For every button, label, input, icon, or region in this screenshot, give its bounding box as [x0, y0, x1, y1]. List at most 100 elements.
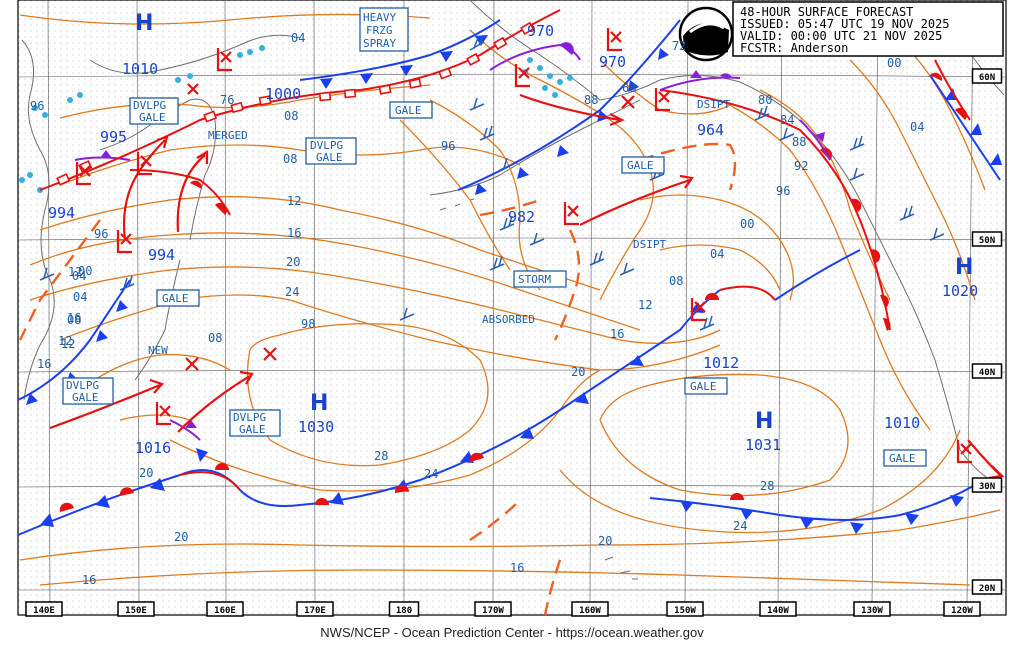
latitude-label-box — [971, 363, 1003, 379]
occluded-fronts — [74, 43, 831, 441]
high-symbol: H — [310, 391, 328, 416]
heavy-frzg-spray-label: HEAVY — [363, 11, 396, 24]
gale-label: GALE — [690, 380, 717, 393]
header-block: 48-HOUR SURFACE FORECAST ISSUED: 05:47 U… — [732, 1, 1004, 57]
high-pressure: 1020 — [942, 282, 978, 300]
isobar-label: 72 — [672, 39, 686, 53]
isobar-label: 16 — [82, 573, 96, 587]
longitude-label: 140W — [767, 606, 789, 616]
longitude-labels: 140E 150E 160E 170E 180 170W 160W 150W 140W 130W 1… — [25, 601, 981, 617]
gale-label: GALE — [889, 452, 916, 465]
heavy-frzg-spray-label: FRZG — [366, 24, 393, 37]
high-symbol: H — [135, 11, 153, 36]
isobar-label: 96 — [441, 139, 455, 153]
issued-time: ISSUED: 05:47 UTC 19 NOV 2025 — [740, 17, 950, 31]
latitude-label: 40N — [979, 368, 995, 378]
isobar-label: 00 — [887, 56, 901, 70]
isobar-label: 12 — [58, 334, 72, 348]
warning-box-text: HEAVY FRZG SPRAY DVLPG GALE DVLPG GALE D… — [66, 11, 916, 465]
merged-note: MERGED — [208, 129, 248, 142]
dsipt-note: DSIPT — [633, 238, 666, 251]
isobar-label: 24 — [285, 285, 299, 299]
dvlpg-gale-label: GALE — [316, 151, 343, 164]
isobar-label: 96 — [776, 184, 790, 198]
map-frame — [17, 0, 1007, 616]
storm-label: STORM — [518, 273, 551, 286]
gale-label: GALE — [395, 104, 422, 117]
longitude-label: 160W — [579, 606, 601, 616]
latitude-labels: 60N 50N 40N 30N 20N — [971, 68, 1003, 595]
footer-credit: NWS/NCEP - Ocean Prediction Center - htt… — [320, 625, 704, 640]
dvlpg-gale-label: GALE — [239, 423, 266, 436]
latitude-label-box — [971, 68, 1003, 84]
wind-barbs — [39, 34, 945, 331]
isobar-label: 00 — [78, 264, 92, 278]
low-pressures: 995 994 994 1000 970 970 964 982 1016 10… — [48, 22, 920, 457]
absorbed-note: ABSORBED — [482, 313, 535, 326]
isobar-label: 28 — [760, 479, 774, 493]
warm-front-bumps — [59, 72, 968, 512]
isobar-label: 08 — [67, 313, 81, 327]
movement-arrows — [49, 93, 1005, 480]
isobars — [19, 13, 1001, 586]
isobar-label: 08 — [669, 274, 683, 288]
annotations: MERGED DSIPT DSIPT NEW ABSORBED — [148, 98, 730, 357]
warning-boxes — [62, 7, 927, 467]
freezing-spray-boundary — [39, 9, 561, 191]
isobar-label: 16 — [510, 561, 524, 575]
longitude-label: 160E — [214, 606, 236, 616]
cold-fronts — [17, 19, 1001, 536]
low-pressure: 1010 — [884, 414, 920, 432]
isobar-label: 16 — [610, 327, 624, 341]
longitude-label: 140E — [33, 606, 55, 616]
longitude-label-box — [759, 601, 797, 617]
valid-time: VALID: 00:00 UTC 21 NOV 2025 — [740, 29, 942, 43]
longitude-label: 150E — [125, 606, 147, 616]
isobar-label: 04 — [291, 31, 305, 45]
map-background — [18, 0, 1006, 615]
high-pressure: 1010 — [122, 60, 158, 78]
longitude-label-box — [25, 601, 63, 617]
latitude-label: 30N — [979, 482, 995, 492]
isobar-label: 12 — [638, 298, 652, 312]
new-note: NEW — [148, 344, 168, 357]
low-pressure: 964 — [697, 121, 724, 139]
isobar-label: 08 — [284, 109, 298, 123]
isobar-label: 20 — [598, 534, 612, 548]
longitude-label-box — [474, 601, 512, 617]
isobar-label: 20 — [139, 466, 153, 480]
latitude-label: 20N — [979, 584, 995, 594]
isobar-label: 04 — [910, 120, 924, 134]
isobar-label: 12 — [287, 194, 301, 208]
high-symbol: H — [955, 255, 973, 280]
noaa-logo — [678, 6, 734, 62]
isobar-label: 16 — [37, 357, 51, 371]
isobar-label: 16 — [287, 226, 301, 240]
isobar-label: 68 — [622, 81, 636, 95]
high-pressure: 1030 — [298, 418, 334, 436]
latitude-label-box — [971, 579, 1003, 595]
low-centers — [75, 28, 972, 464]
isobar-label: 28 — [374, 449, 388, 463]
isobar-label: 08 — [208, 331, 222, 345]
dsipt-note: DSIPT — [697, 98, 730, 111]
high-symbol: H — [755, 409, 773, 434]
dvlpg-gale-label: GALE — [72, 391, 99, 404]
high-centers: H 1010 H 1030 H 1031 H 1020 — [122, 11, 978, 454]
occluded-front-marks — [100, 42, 825, 428]
longitude-label: 180 — [396, 606, 412, 616]
low-pressure: 994 — [48, 204, 75, 222]
dvlpg-gale-label: DVLPG — [310, 139, 343, 152]
dvlpg-gale-label: DVLPG — [66, 379, 99, 392]
dvlpg-gale-label: GALE — [139, 111, 166, 124]
longitude-label-box — [296, 601, 334, 617]
forecaster: FCSTR: Anderson — [740, 41, 848, 55]
longitude-label: 170E — [304, 606, 326, 616]
longitude-label-box — [943, 601, 981, 617]
longitude-label-box — [666, 601, 704, 617]
longitude-label-box — [388, 601, 420, 617]
longitude-label: 150W — [674, 606, 696, 616]
gale-label: GALE — [627, 159, 654, 172]
latitude-label-box — [971, 477, 1003, 493]
